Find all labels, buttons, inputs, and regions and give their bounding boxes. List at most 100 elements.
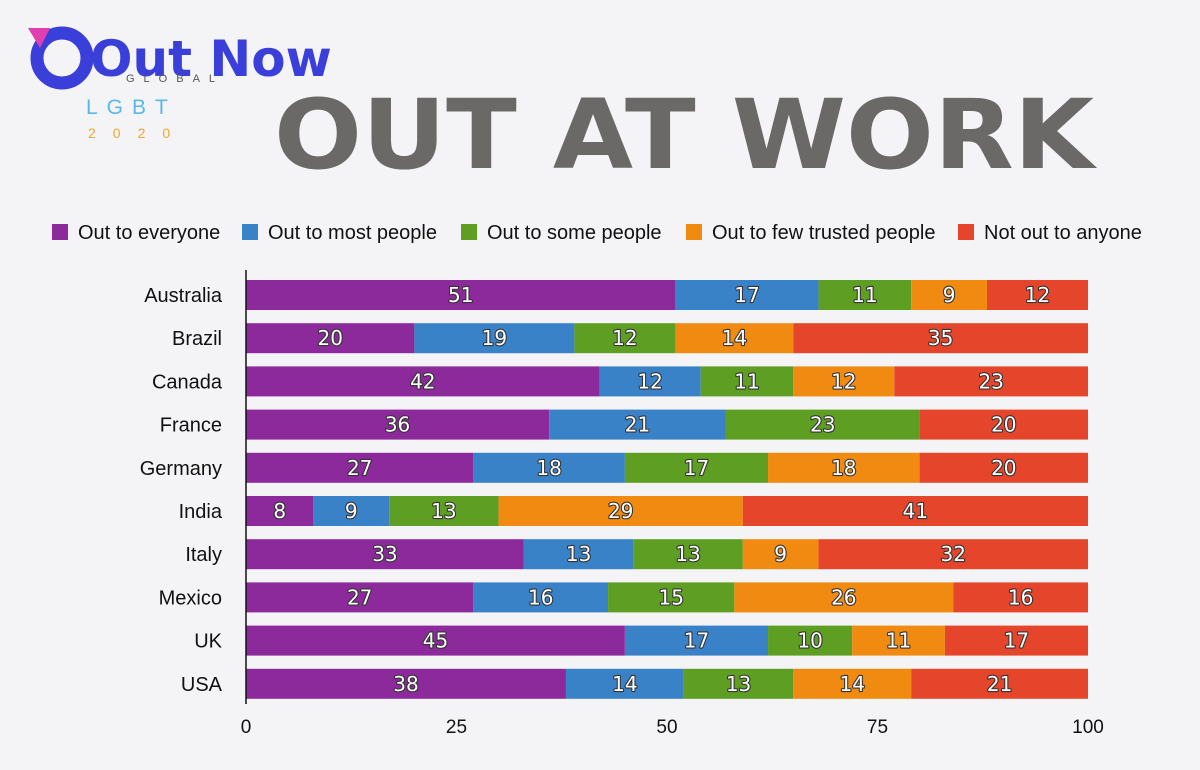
bar-value-label: 14 (722, 326, 747, 350)
bar-value-label: 20 (317, 326, 342, 350)
x-axis-ticks: 0 25 50 75 100 (241, 717, 1104, 738)
bar-segment (793, 668, 912, 699)
bar-value-label: 10 (797, 629, 822, 653)
bar-value-label: 20 (991, 456, 1016, 480)
x-tick-label: 0 (241, 717, 252, 738)
bar-segment (852, 625, 945, 656)
bar-segment (246, 539, 524, 570)
bar-segment (246, 366, 600, 397)
category-label: Italy (185, 544, 222, 566)
category-label: USA (181, 674, 223, 696)
bar-segment (675, 280, 819, 310)
bar-segment (473, 452, 625, 483)
bar-segment (675, 323, 794, 354)
bar-segment (523, 539, 634, 570)
x-tick-label: 75 (867, 717, 888, 738)
category-label: India (179, 501, 223, 523)
category-label: Canada (152, 371, 223, 393)
bar-value-label: 17 (684, 456, 709, 480)
bar-value-label: 17 (1004, 629, 1029, 653)
bar-value-label: 18 (831, 456, 856, 480)
bar-segment (911, 668, 1088, 699)
bar-value-label: 41 (903, 499, 928, 523)
bar-segment (246, 280, 676, 310)
bar-value-label: 12 (612, 326, 637, 350)
bar-segment (768, 625, 853, 656)
legend-label: Out to everyone (78, 222, 220, 244)
x-tick-label: 50 (656, 717, 677, 738)
legend-swatch (461, 224, 477, 240)
bar-value-label: 9 (943, 283, 956, 307)
bar-value-label: 23 (810, 413, 835, 437)
bar-segment (473, 582, 609, 613)
bar-value-label: 17 (684, 629, 709, 653)
bar-segment (793, 366, 895, 397)
bar-segment (624, 625, 769, 656)
bar-segment (246, 625, 625, 656)
category-label: Mexico (159, 587, 222, 609)
logo-lgbt: LGBT (86, 96, 177, 119)
logo-global: GLOBAL (126, 73, 224, 85)
bar-segment (768, 452, 920, 483)
bar-value-label: 38 (393, 672, 418, 696)
bar-value-label: 13 (675, 542, 700, 566)
bar-value-label: 12 (1025, 283, 1050, 307)
category-label: Australia (144, 285, 223, 307)
bar-value-label: 27 (347, 585, 372, 609)
bar-value-label: 51 (448, 283, 473, 307)
bar-value-label: 45 (423, 629, 448, 653)
bar-segment (498, 496, 743, 526)
legend-swatch (242, 224, 258, 240)
bar-segment (246, 452, 474, 483)
bar-segment (574, 323, 676, 354)
logo-ring-icon (30, 26, 94, 90)
bar-value-label: 35 (928, 326, 953, 350)
logo-triangle-icon (28, 28, 50, 48)
bar-value-label: 13 (726, 672, 751, 696)
bar-segment (549, 409, 726, 440)
bar-value-label: 29 (608, 499, 633, 523)
category-label: Germany (140, 458, 222, 480)
category-label: Brazil (172, 328, 222, 350)
bar-segment (246, 323, 415, 354)
bar-value-label: 17 (734, 283, 759, 307)
bar-value-label: 13 (566, 542, 591, 566)
legend-swatch (958, 224, 974, 240)
bar-value-label: 12 (637, 369, 662, 393)
bar-value-label: 9 (774, 542, 787, 566)
bar-segment (624, 452, 769, 483)
bar-value-label: 21 (625, 413, 650, 437)
legend-label: Not out to anyone (984, 222, 1142, 244)
bar-segment (818, 280, 912, 310)
bar-segment (246, 496, 314, 526)
bar-value-label: 16 (1008, 585, 1033, 609)
bar-segment (953, 582, 1088, 613)
logo: Out Now GLOBAL LGBT 2020 (28, 26, 332, 141)
bar-segment (246, 582, 474, 613)
bar-segment (944, 625, 1088, 656)
bar-value-label: 20 (991, 413, 1016, 437)
bar-value-label: 9 (345, 499, 358, 523)
x-tick-label: 25 (446, 717, 467, 738)
bar-value-label: 14 (840, 672, 865, 696)
legend-label: Out to few trusted people (712, 222, 935, 244)
legend-label: Out to some people (487, 222, 662, 244)
bar-value-label: 21 (987, 672, 1012, 696)
bar-segment (414, 323, 575, 354)
bar-segment (894, 366, 1088, 397)
legend-swatch (686, 224, 702, 240)
bar-segment (389, 496, 499, 526)
bar-segment (793, 323, 1088, 354)
bar-segment (919, 409, 1088, 440)
bar-value-label: 11 (852, 283, 877, 307)
category-labels: Australia Brazil Canada France Germany India I… (140, 285, 223, 696)
logo-brand: Out Now (90, 30, 332, 88)
logo-year: 2020 (88, 125, 187, 141)
bar-segment (818, 539, 1088, 570)
bar-segment (565, 668, 684, 699)
legend-swatch (52, 224, 68, 240)
bar-value-label: 16 (528, 585, 553, 609)
bar-segment (734, 582, 954, 613)
bar-segment (246, 409, 550, 440)
